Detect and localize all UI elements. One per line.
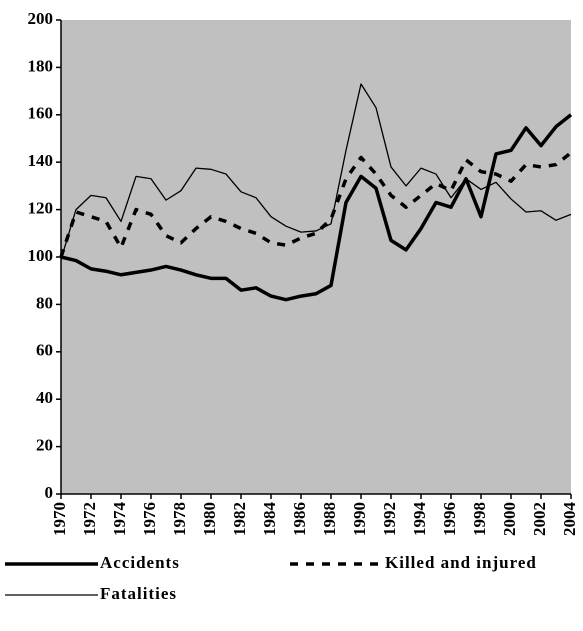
x-tick-label: 1994 [410,502,429,537]
y-tick-label: 20 [36,436,53,455]
x-tick-label: 1996 [440,502,459,536]
y-tick-label: 100 [28,246,54,265]
y-tick-label: 80 [36,293,53,312]
y-tick-label: 0 [45,483,54,502]
x-tick-label: 1970 [50,502,69,536]
x-tick-label: 1990 [350,502,369,536]
legend-label: Accidents [100,553,180,572]
x-tick-label: 1972 [80,502,99,536]
x-tick-label: 1984 [260,502,279,537]
x-tick-label: 1982 [230,502,249,536]
y-tick-label: 40 [36,388,53,407]
y-tick-label: 160 [28,104,54,123]
y-tick-label: 200 [28,9,54,28]
legend-label: Fatalities [100,584,177,603]
x-tick-label: 1986 [290,502,309,536]
x-tick-label: 1998 [470,502,489,536]
y-tick-label: 60 [36,341,53,360]
series-line [60,113,573,302]
y-tick-label: 180 [28,56,54,75]
x-tick-label: 1974 [110,502,129,537]
legend-label: Killed and injured [385,553,537,572]
x-tick-label: 2000 [500,502,519,536]
plot-background [61,20,571,494]
x-tick-label: 1980 [200,502,219,536]
y-tick-label: 140 [28,151,54,170]
x-tick-label: 1976 [140,502,159,536]
x-tick-label: 2004 [560,502,579,537]
x-tick-label: 2002 [530,502,549,536]
x-tick-label: 1988 [320,502,339,536]
series-line [60,83,572,260]
series-line [59,151,573,258]
x-tick-label: 1992 [380,502,399,536]
x-tick-label: 1978 [170,502,189,536]
y-tick-label: 120 [28,199,54,218]
